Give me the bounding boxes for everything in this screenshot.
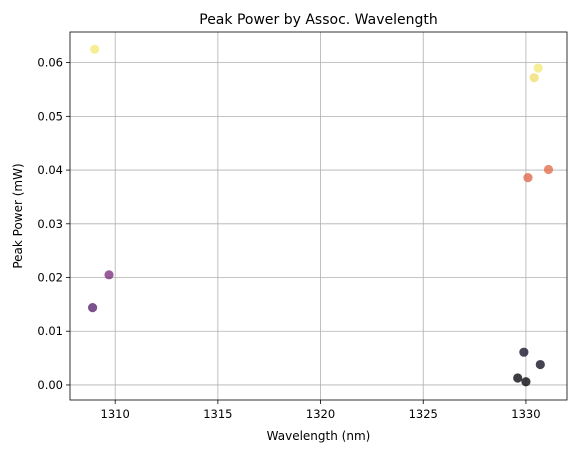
x-tick-label: 1330: [511, 407, 540, 421]
data-point: [87, 302, 98, 313]
data-point: [90, 44, 100, 54]
y-tick-label: 0.05: [37, 109, 63, 123]
y-tick-label: 0.04: [37, 163, 63, 177]
data-point: [519, 347, 529, 357]
x-axis-label: Wavelength (nm): [267, 429, 371, 443]
data-point: [543, 164, 554, 175]
x-tick-label: 1320: [306, 407, 335, 421]
data-point: [535, 359, 545, 370]
data-point: [521, 377, 531, 387]
grid: [70, 32, 567, 400]
y-tick-label: 0.02: [37, 271, 63, 285]
x-axis-ticks: 1310 1315 1320 1325 1330: [101, 400, 541, 421]
x-tick-label: 1325: [409, 407, 438, 421]
data-points: [87, 44, 554, 387]
chart-title: Peak Power by Assoc. Wavelength: [199, 12, 437, 28]
y-tick-label: 0.06: [37, 56, 63, 70]
y-axis-ticks: 0.00 0.01 0.02 0.03 0.04 0.05 0.06: [37, 56, 70, 392]
y-tick-label: 0.03: [37, 217, 63, 231]
data-point: [533, 63, 543, 73]
data-point: [513, 373, 523, 383]
data-point: [523, 172, 533, 183]
y-axis-label: Peak Power (mW): [11, 163, 25, 268]
x-tick-label: 1315: [203, 407, 232, 421]
data-point: [529, 73, 539, 83]
y-tick-label: 0.01: [37, 324, 63, 338]
x-tick-label: 1310: [101, 407, 130, 421]
data-point: [104, 270, 114, 280]
plot-frame: [69, 31, 568, 401]
y-tick-label: 0.00: [37, 378, 63, 392]
